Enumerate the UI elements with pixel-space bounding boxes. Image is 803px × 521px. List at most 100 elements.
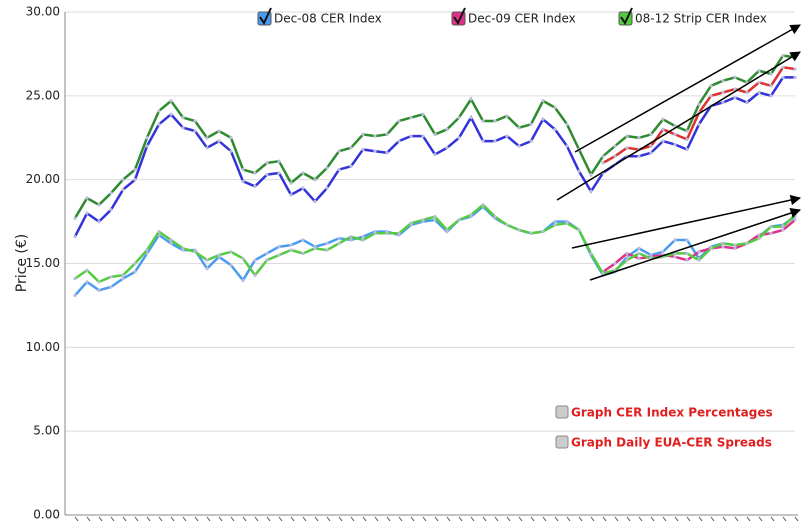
point (121, 276, 125, 281)
point (313, 199, 317, 204)
x-tick (146, 516, 151, 521)
point (553, 223, 557, 227)
point (73, 293, 77, 297)
x-tick (758, 516, 763, 521)
point (733, 75, 737, 79)
point (589, 251, 593, 256)
point (685, 147, 689, 152)
point (433, 132, 437, 136)
x-tick (290, 516, 295, 521)
legend: Dec-08 CER Index Dec-09 CER Index 08-12 St… (257, 7, 767, 26)
point (733, 95, 737, 100)
point (625, 255, 629, 259)
point (757, 80, 761, 85)
point (157, 109, 161, 113)
point (601, 154, 605, 158)
y-axis-label: Price (€) (14, 234, 30, 292)
point (385, 231, 389, 235)
point (733, 243, 737, 247)
option-label[interactable]: Graph Daily EUA-CER Spreads (571, 436, 772, 450)
point (685, 129, 689, 133)
point (217, 253, 221, 257)
trend-arrow (556, 51, 801, 201)
point (361, 238, 365, 242)
point (577, 169, 581, 173)
point (337, 241, 341, 245)
y-tick-label: 20.00 (26, 172, 60, 186)
point (637, 154, 641, 158)
point (385, 132, 389, 136)
legend-check (259, 7, 272, 26)
point (277, 253, 281, 257)
point (709, 84, 713, 88)
x-tick (638, 516, 643, 521)
point (565, 144, 569, 148)
x-tick (254, 516, 259, 521)
point (301, 251, 305, 256)
x-tick (206, 516, 211, 521)
x-tick (266, 516, 271, 521)
x-tick (626, 516, 631, 521)
point (649, 132, 653, 136)
point (325, 248, 329, 252)
grid (65, 11, 795, 516)
legend-label: Dec-09 CER Index (468, 12, 576, 26)
point (661, 127, 665, 131)
point (265, 161, 269, 165)
x-tick (542, 516, 547, 521)
point (613, 144, 617, 148)
point (253, 273, 257, 277)
point (685, 137, 689, 142)
point (613, 261, 617, 266)
point (109, 285, 113, 289)
x-tick (482, 516, 487, 521)
x-tick (518, 516, 523, 521)
point (697, 122, 701, 126)
x-tick (374, 516, 379, 521)
x-tick (662, 516, 667, 521)
point (97, 203, 101, 207)
point (505, 114, 509, 118)
legend-check (453, 7, 466, 26)
point (217, 139, 221, 143)
point (217, 129, 221, 133)
point (397, 139, 401, 143)
point (433, 214, 437, 219)
point (793, 218, 797, 222)
point (265, 173, 269, 177)
point (313, 178, 317, 182)
point (169, 241, 173, 245)
point (181, 246, 185, 251)
point (757, 90, 761, 95)
point (325, 241, 329, 245)
point (409, 221, 413, 225)
point (241, 278, 245, 282)
point (469, 97, 473, 101)
point (721, 245, 725, 249)
x-tick (710, 516, 715, 521)
point (277, 159, 281, 163)
point (649, 144, 653, 148)
point (481, 119, 485, 123)
point (769, 225, 773, 229)
option-checkbox[interactable] (555, 435, 569, 449)
x-tick (470, 516, 475, 521)
point (133, 270, 137, 274)
point (457, 218, 461, 222)
point (169, 238, 173, 242)
x-tick (278, 516, 283, 521)
point (733, 87, 737, 91)
x-tick (122, 516, 127, 521)
point (721, 100, 725, 105)
option-label[interactable]: Graph CER Index Percentages (571, 406, 773, 420)
series-line (73, 76, 795, 238)
x-tick (218, 516, 223, 521)
option-checkbox[interactable] (555, 405, 569, 419)
x-tick (134, 516, 139, 521)
point (613, 154, 617, 158)
point (301, 186, 305, 190)
point (469, 116, 473, 120)
point (589, 173, 593, 177)
point (469, 213, 473, 217)
